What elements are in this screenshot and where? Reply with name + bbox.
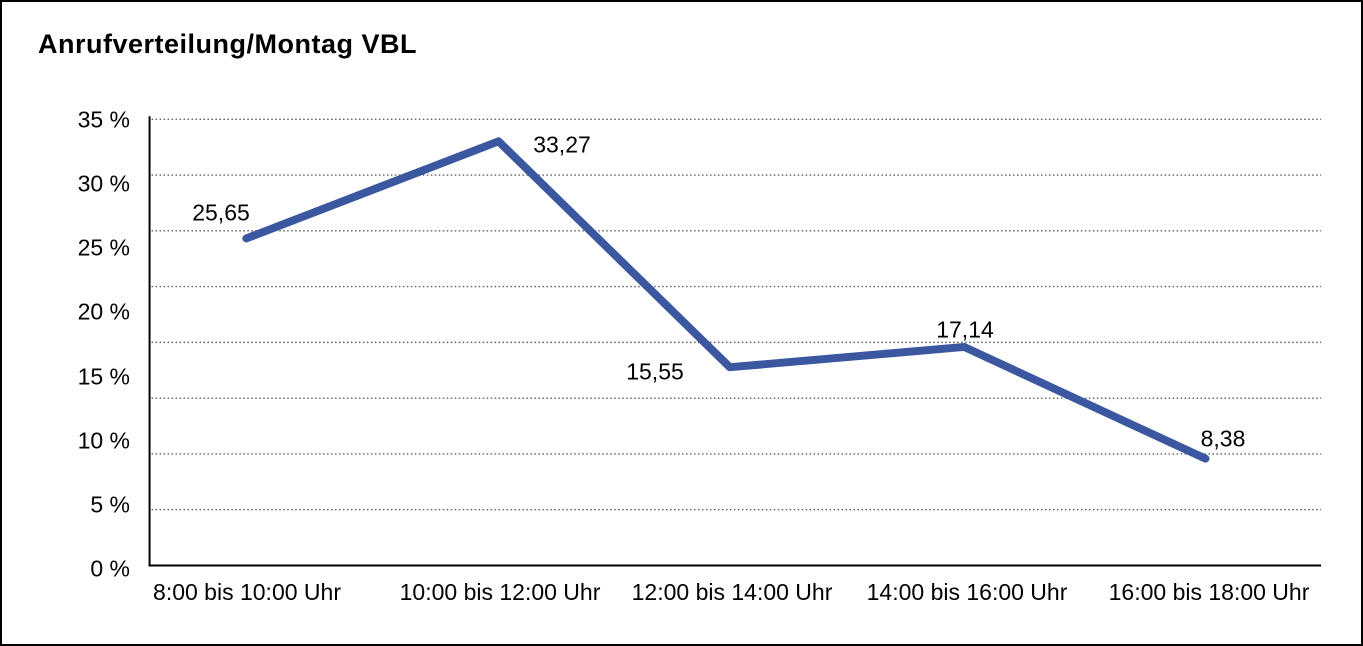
data-point-label: 17,14 (936, 316, 994, 343)
data-point-label: 15,55 (626, 358, 684, 385)
data-point-label: 8,38 (1200, 425, 1246, 452)
y-tick-label: 30 % (77, 170, 130, 197)
chart-title: Anrufverteilung/Montag VBL (38, 29, 417, 59)
data-series-line (242, 137, 1210, 463)
y-tick-label: 10 % (77, 427, 130, 454)
data-point-label: 25,65 (192, 199, 250, 226)
x-category-label: 8:00 bis 10:00 Uhr (153, 579, 341, 605)
x-category-label: 16:00 bis 18:00 Uhr (1108, 579, 1310, 605)
y-tick-label: 15 % (77, 363, 130, 390)
y-tick-label: 5 % (90, 491, 130, 518)
x-category-label: 14:00 bis 16:00 Uhr (866, 579, 1068, 605)
y-tick-label: 20 % (77, 298, 130, 325)
y-tick-label: 35 % (77, 106, 130, 133)
x-category-label: 10:00 bis 12:00 Uhr (399, 579, 601, 605)
y-tick-label: 25 % (77, 234, 130, 261)
data-point-label: 33,27 (533, 131, 591, 158)
y-tick-label: 0 % (90, 555, 130, 582)
x-category-label: 12:00 bis 14:00 Uhr (631, 579, 833, 605)
